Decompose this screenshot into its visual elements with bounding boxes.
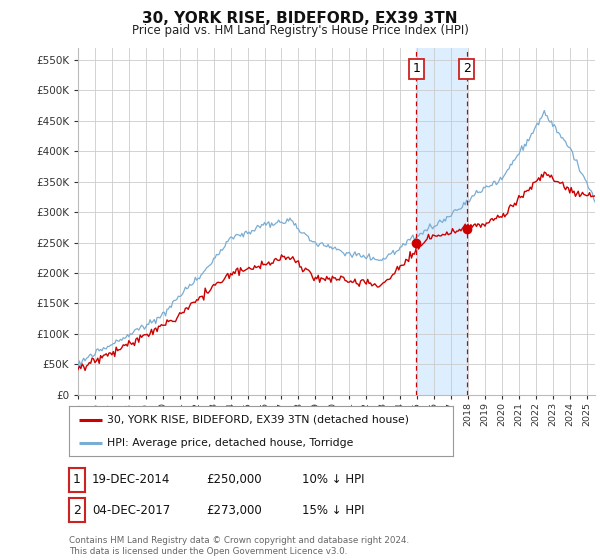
- Text: 19-DEC-2014: 19-DEC-2014: [92, 473, 170, 487]
- Text: 2: 2: [463, 62, 470, 76]
- Text: 2: 2: [73, 503, 81, 517]
- Text: Price paid vs. HM Land Registry's House Price Index (HPI): Price paid vs. HM Land Registry's House …: [131, 24, 469, 36]
- Text: Contains HM Land Registry data © Crown copyright and database right 2024.
This d: Contains HM Land Registry data © Crown c…: [69, 536, 409, 556]
- Text: 30, YORK RISE, BIDEFORD, EX39 3TN: 30, YORK RISE, BIDEFORD, EX39 3TN: [142, 11, 458, 26]
- Text: 1: 1: [73, 473, 81, 487]
- Text: £273,000: £273,000: [206, 503, 262, 517]
- Text: 1: 1: [413, 62, 421, 76]
- Bar: [416, 48, 467, 395]
- Text: 04-DEC-2017: 04-DEC-2017: [92, 503, 170, 517]
- Text: £250,000: £250,000: [206, 473, 262, 487]
- Text: HPI: Average price, detached house, Torridge: HPI: Average price, detached house, Torr…: [107, 438, 354, 448]
- Text: 10% ↓ HPI: 10% ↓ HPI: [302, 473, 364, 487]
- Text: 15% ↓ HPI: 15% ↓ HPI: [302, 503, 364, 517]
- Text: 30, YORK RISE, BIDEFORD, EX39 3TN (detached house): 30, YORK RISE, BIDEFORD, EX39 3TN (detac…: [107, 414, 409, 424]
